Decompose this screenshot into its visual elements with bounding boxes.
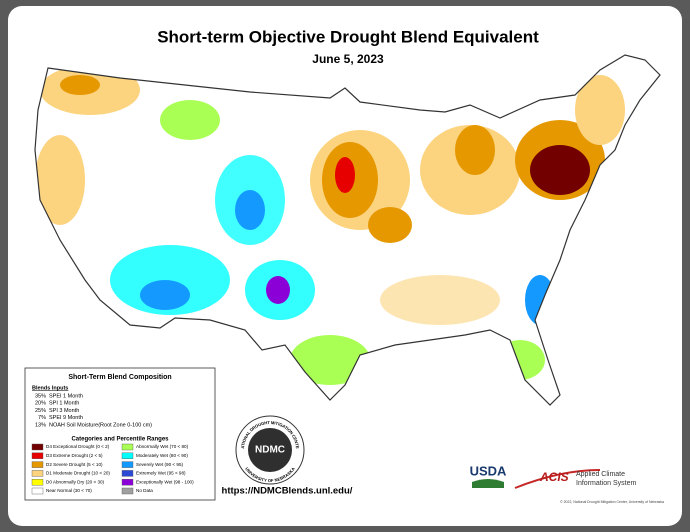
category-label: D4 Exceptional Drought (0 < 2)	[46, 444, 110, 449]
inputs-heading: Blends Inputs	[32, 385, 68, 391]
category-swatch	[121, 470, 134, 477]
category-label: D2 Severe Drought (5 < 10)	[46, 462, 103, 467]
input-percent: 20%	[35, 401, 46, 407]
category-swatch	[31, 461, 44, 468]
categories-heading: Categories and Percentile Ranges	[71, 437, 169, 443]
category-swatch	[121, 479, 134, 486]
legend-box	[24, 367, 216, 501]
acis-abbr: ACIS	[539, 470, 569, 484]
category-label: D0 Abnormally Dry (20 < 30)	[46, 479, 105, 484]
category-label: D1 Moderate Drought (10 < 20)	[46, 471, 110, 476]
category-label: Severely Wet (90 < 95)	[136, 462, 183, 467]
category-label: Extremely Wet (95 < 98)	[136, 471, 186, 476]
category-swatch	[31, 487, 44, 495]
category-swatch	[121, 487, 134, 495]
category-label: Moderately Wet (80 < 90)	[136, 453, 188, 458]
map-title: Short-term Objective Drought Blend Equiv…	[157, 27, 539, 46]
category-swatch	[121, 461, 134, 468]
category-label: No Data	[136, 488, 153, 493]
category-swatch	[31, 443, 44, 451]
map-date: June 5, 2023	[312, 52, 384, 66]
input-name: SPEI 1 Month	[49, 393, 83, 399]
acis-name-1: Applied Climate	[576, 471, 625, 478]
acis-name-2: Information System	[576, 480, 636, 487]
input-percent: 13%	[35, 422, 46, 428]
input-name: SPI 3 Month	[49, 408, 79, 414]
us-outline	[34, 54, 661, 406]
acis-swoosh	[514, 469, 601, 489]
category-swatch	[31, 479, 44, 486]
input-percent: 35%	[35, 393, 46, 399]
category-swatch	[121, 443, 134, 451]
legend-title: Short-Term Blend Composition	[68, 374, 171, 381]
input-name: SPI 1 Month	[49, 401, 79, 407]
input-name: SPEI 9 Month	[49, 415, 83, 421]
category-swatch	[31, 452, 44, 459]
category-label: Abnormally Wet (70 < 80)	[136, 444, 189, 449]
category-label: Near Normal (30 < 70)	[46, 488, 92, 493]
category-swatch	[31, 470, 44, 477]
usda-swoosh	[472, 479, 504, 488]
input-percent: 7%	[38, 415, 46, 421]
ndmc-abbr: NDMC	[255, 445, 285, 456]
input-name: NOAH Soil Moisture(Root Zone 0-100 cm)	[49, 422, 152, 428]
category-label: D3 Extreme Drought (2 < 5)	[46, 453, 103, 458]
category-swatch	[121, 452, 134, 459]
category-label: Exceptionally Wet (98 - 100)	[136, 479, 194, 484]
input-percent: 25%	[35, 408, 46, 414]
usda-logo: USDA	[470, 463, 507, 478]
url[interactable]: https://NDMCBlends.unl.edu/	[222, 486, 353, 497]
copyright: © 2022, National Drought Mitigation Cent…	[560, 500, 664, 504]
